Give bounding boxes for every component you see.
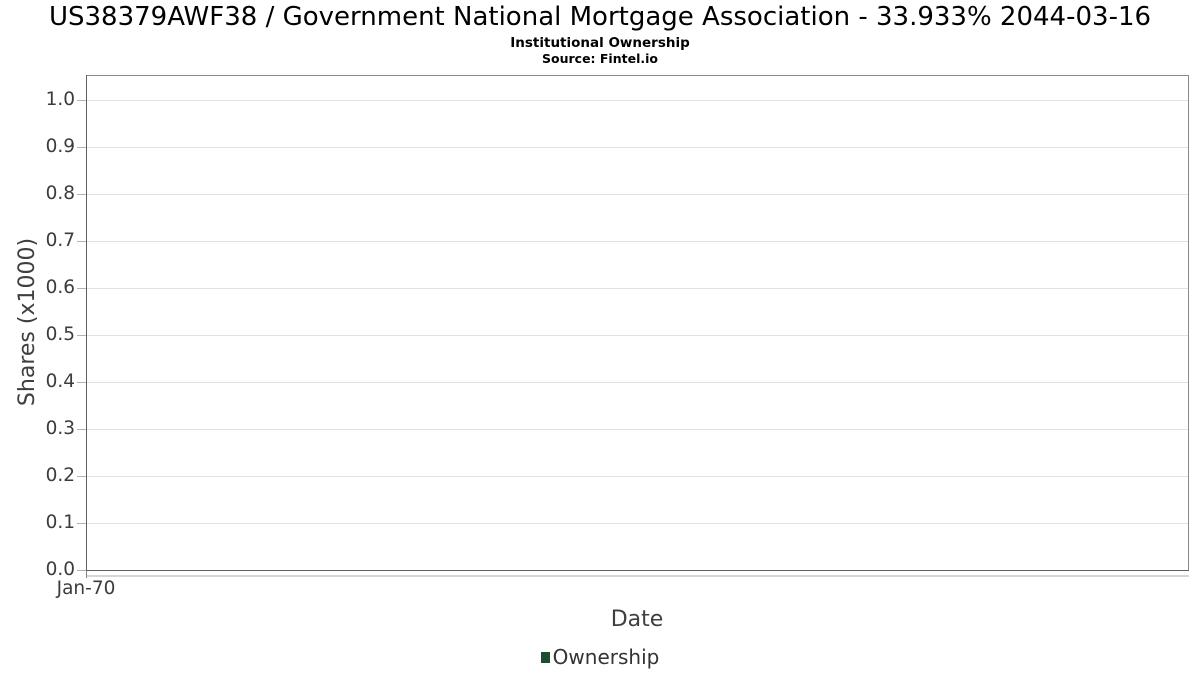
y-tick-label-0.1: 0.1: [45, 512, 75, 533]
gridline-y-0.5: [87, 335, 1188, 336]
gridline-y-0.4: [87, 382, 1188, 383]
gridline-y-1.0: [87, 100, 1188, 101]
y-tick-mark-1.0: [77, 100, 86, 101]
y-axis-title: Shares (x1000): [15, 237, 40, 407]
y-tick-mark-0.0: [77, 570, 86, 571]
y-tick-mark-0.8: [77, 194, 86, 195]
gridline-y-0.2: [87, 476, 1188, 477]
plot-area: [86, 75, 1189, 571]
gridline-y-0.8: [87, 194, 1188, 195]
x-tick-mark-Jan-70: [86, 571, 87, 578]
legend-item-ownership[interactable]: Ownership: [540, 645, 660, 669]
gridline-y-0.3: [87, 429, 1188, 430]
y-tick-mark-0.1: [77, 523, 86, 524]
y-tick-label-0.2: 0.2: [45, 465, 75, 486]
x-axis-baseline: [86, 570, 1189, 571]
legend-item-label: Ownership: [552, 645, 660, 669]
y-axis-line: [86, 75, 87, 571]
y-tick-label-0.6: 0.6: [45, 277, 75, 298]
y-tick-label-1.0: 1.0: [45, 89, 75, 110]
chart-title: US38379AWF38 / Government National Mortg…: [48, 2, 1152, 32]
gridline-y-0.6: [87, 288, 1188, 289]
y-tick-mark-0.9: [77, 147, 86, 148]
chart-subtitle: Institutional Ownership: [510, 35, 690, 51]
gridline-y-0.7: [87, 241, 1188, 242]
y-tick-mark-0.5: [77, 335, 86, 336]
ownership-series-swatch-icon: [540, 651, 550, 663]
y-tick-mark-0.2: [77, 476, 86, 477]
y-tick-mark-0.6: [77, 288, 86, 289]
gridline-y-0.9: [87, 147, 1188, 148]
y-tick-mark-0.4: [77, 382, 86, 383]
chart-source-credit: Source: Fintel.io: [542, 51, 658, 66]
y-tick-label-0.3: 0.3: [45, 418, 75, 439]
y-tick-label-0.7: 0.7: [45, 230, 75, 251]
y-tick-mark-0.3: [77, 429, 86, 430]
y-tick-label-0.9: 0.9: [45, 136, 75, 157]
chart-legend: Ownership: [0, 645, 1200, 669]
x-tick-label-Jan-70: Jan-70: [56, 578, 116, 599]
y-tick-label-0.0: 0.0: [45, 559, 75, 580]
y-tick-label-0.5: 0.5: [45, 324, 75, 345]
gridline-y-0.1: [87, 523, 1188, 524]
y-tick-label-0.8: 0.8: [45, 183, 75, 204]
x-axis-title: Date: [610, 607, 664, 632]
x-axis-outer-line: [86, 575, 1189, 577]
y-tick-label-0.4: 0.4: [45, 371, 75, 392]
y-tick-mark-0.7: [77, 241, 86, 242]
